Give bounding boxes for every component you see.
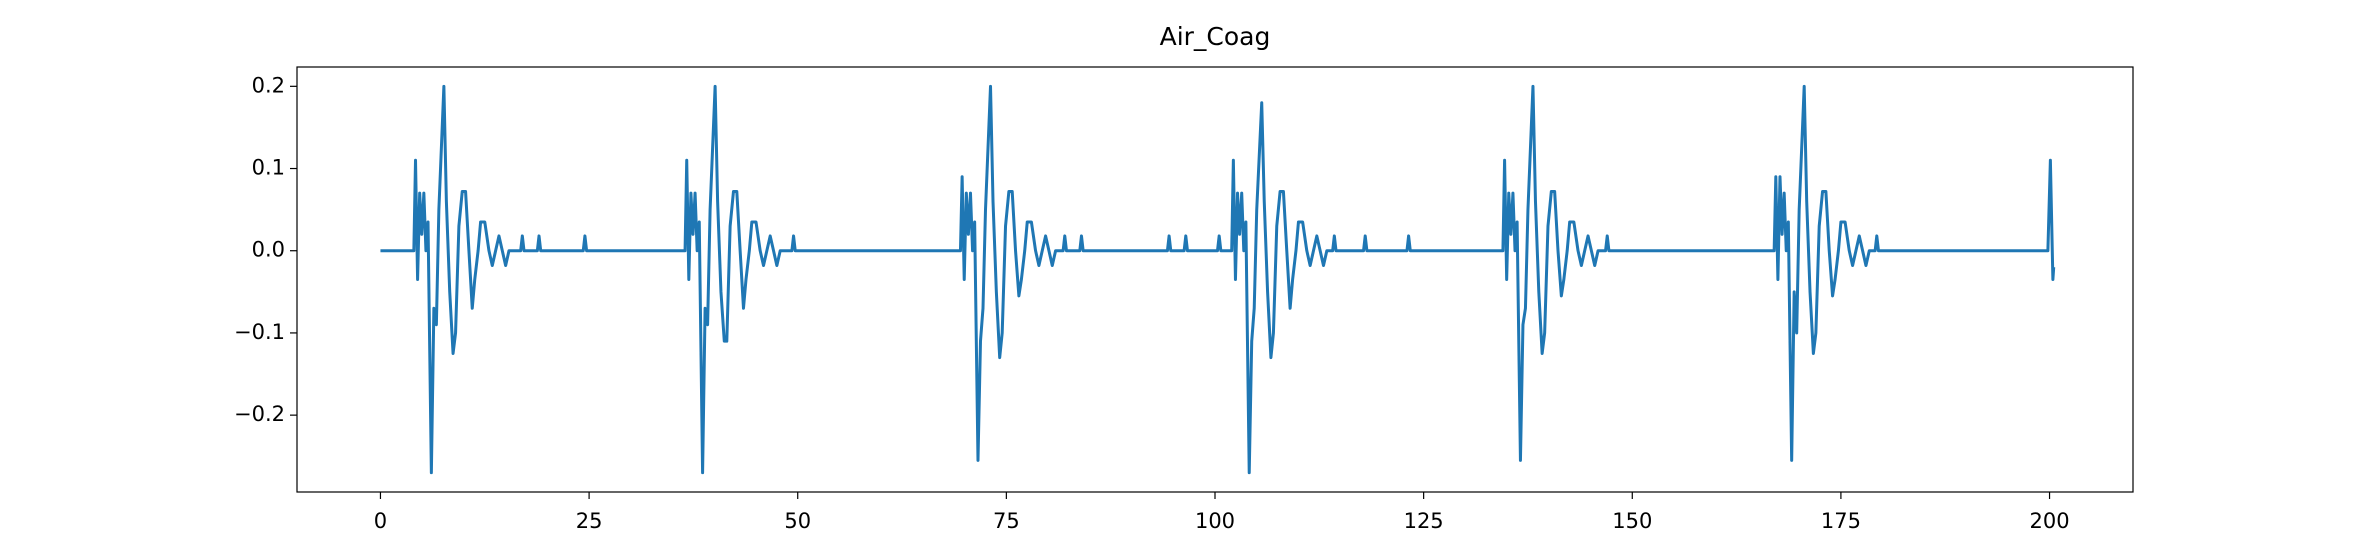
y-tick-label: 0.0 (252, 238, 285, 262)
x-tick-label: 75 (993, 509, 1020, 533)
y-tick-label: −0.2 (234, 402, 285, 426)
x-tick-label: 175 (1821, 509, 1861, 533)
y-tick-label: 0.1 (252, 156, 285, 180)
x-tick-label: 25 (576, 509, 603, 533)
x-tick-label: 50 (784, 509, 811, 533)
plot-frame (296, 66, 2134, 493)
x-tick-label: 125 (1404, 509, 1444, 533)
x-tick-label: 150 (1612, 509, 1652, 533)
x-tick-label: 100 (1195, 509, 1235, 533)
x-tick-label: 0 (374, 509, 387, 533)
y-tick-label: 0.2 (252, 73, 285, 97)
chart-title: Air_Coag (1160, 22, 1271, 51)
y-tick-label: −0.1 (234, 320, 285, 344)
data-line (380, 84, 2056, 475)
x-tick-label: 200 (2029, 509, 2069, 533)
